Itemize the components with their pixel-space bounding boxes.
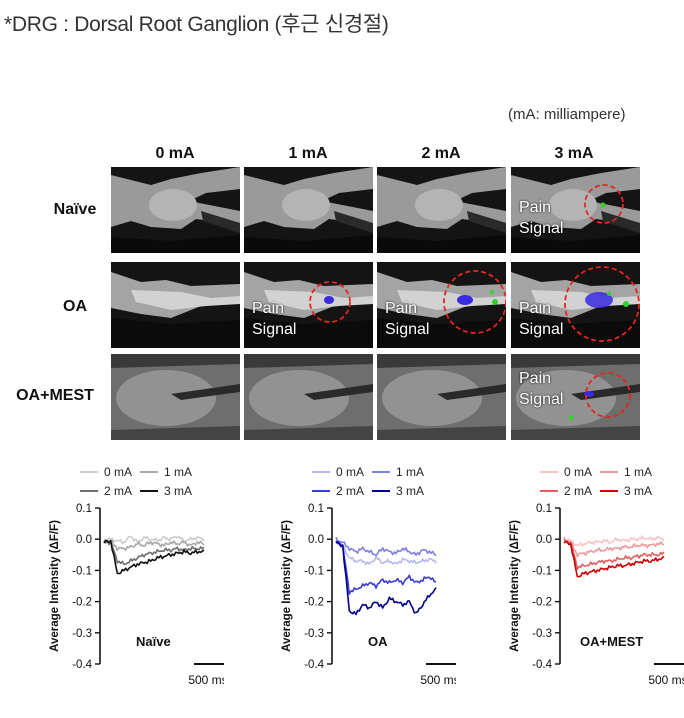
y-tick-label: -0.4 [532,659,552,671]
pain-signal-circle [564,266,640,342]
column-header-1ma: 1 mA [288,145,328,162]
drg-image-naive-0ma [111,167,240,253]
y-tick-label: -0.1 [532,565,552,577]
panel-label: Naïve [136,634,171,649]
pain-signal-circle [443,270,506,334]
column-header-3ma: 3 mA [554,145,594,162]
pain-label-line1: Pain [519,370,552,387]
legend-label-2: 2 mA [104,484,132,498]
y-tick-label: -0.3 [304,628,324,640]
y-tick-label: -0.4 [304,659,324,671]
y-tick-label: 0.0 [308,534,324,546]
pain-label-line2: Signal [252,321,297,338]
pain-signal-label: Pain Signal [519,368,563,410]
series-line-1 [335,536,437,557]
pain-label-line1: Pain [252,300,285,317]
legend-label-3: 3 mA [396,484,424,498]
drg-image-oa-mest-1ma [244,354,373,440]
scale-bar-label: 500 ms [648,673,684,687]
y-axis-label: Average Intensity (ΔF/F) [281,520,293,652]
legend-label-0: 0 mA [104,465,132,479]
unit-note: (mA: milliampere) [508,106,626,123]
drg-image-oa-0ma [111,262,240,348]
drg-image-oa-1ma: Pain Signal [244,262,373,348]
legend-label-1: 1 mA [624,465,652,479]
pain-label-line2: Signal [519,321,564,338]
y-tick-label: 0.0 [76,534,92,546]
pain-signal-label: Pain Signal [385,298,429,340]
row-header-oa-mest: OA+MEST [16,387,94,404]
pain-signal-circle [309,281,351,323]
legend-label-3: 3 mA [624,484,652,498]
y-tick-label: -0.2 [72,597,92,609]
line-chart-naive: 0 mA 1 mA 2 mA 3 mA 0.1 0.0 -0.1 -0.2 -0.3 -0.4 Av… [49,465,224,687]
series-line-1 [563,536,665,558]
series-line-2 [563,538,665,570]
column-header-0ma: 0 mA [155,145,195,162]
drg-image-oa-3ma: Pain Signal [511,262,640,348]
legend-label-3: 3 mA [164,484,192,498]
y-tick-label: 0.1 [536,503,552,515]
series-line-1 [103,539,205,552]
pain-label-line1: Pain [519,300,552,317]
drg-image-naive-3ma: Pain Signal [511,167,640,253]
series-line-3 [335,541,437,616]
y-tick-label: -0.2 [304,597,324,609]
scale-bar-label: 500 ms [188,673,224,687]
pain-signal-label: Pain Signal [519,197,563,239]
pain-signal-label: Pain Signal [519,298,563,340]
pain-label-line2: Signal [385,321,430,338]
line-chart-oa: 0 mA 1 mA 2 mA 3 mA 0.1 0.0 -0.1 -0.2 -0.3 -0.4 Av… [281,465,456,687]
row-header-naive: Naïve [53,201,97,218]
y-tick-label: -0.1 [304,565,324,577]
pain-label-line2: Signal [519,220,564,237]
drg-image-oa-mest-0ma [111,354,240,440]
series-line-3 [563,540,665,578]
legend-label-0: 0 mA [336,465,364,479]
y-tick-label: -0.2 [532,597,552,609]
y-axis-label: Average Intensity (ΔF/F) [509,520,521,652]
pain-signal-circle [584,184,624,224]
pain-signal-label: Pain Signal [252,298,296,340]
y-tick-label: -0.4 [72,659,92,671]
y-tick-label: 0.1 [308,503,324,515]
series-line-0 [563,535,665,547]
pain-signal-circle [585,372,631,418]
y-tick-label: 0.1 [76,503,92,515]
drg-image-oa-2ma: Pain Signal [377,262,506,348]
figure-title: *DRG : Dorsal Root Ganglion (후근 신경절) [4,13,389,36]
drg-image-naive-2ma [377,167,506,253]
series-line-0 [335,541,437,566]
pain-label-line1: Pain [519,199,552,216]
y-tick-label: -0.3 [532,628,552,640]
legend-label-0: 0 mA [564,465,592,479]
legend-label-2: 2 mA [564,484,592,498]
y-tick-label: 0.0 [536,534,552,546]
y-tick-label: -0.1 [72,565,92,577]
scale-bar-label: 500 ms [420,673,456,687]
panel-label: OA+MEST [580,634,643,649]
line-chart-oa-mest: 0 mA 1 mA 2 mA 3 mA 0.1 0.0 -0.1 -0.2 -0.3 -0.4 Av… [509,465,684,687]
drg-image-oa-mest-3ma: Pain Signal [511,354,640,440]
legend-label-1: 1 mA [164,465,192,479]
column-header-2ma: 2 mA [421,145,461,162]
pain-label-line2: Signal [519,391,564,408]
row-header-oa: OA [63,298,87,315]
pain-label-line1: Pain [385,300,418,317]
drg-image-naive-1ma [244,167,373,253]
y-axis-label: Average Intensity (ΔF/F) [49,520,61,652]
legend-label-2: 2 mA [336,484,364,498]
drg-image-oa-mest-2ma [377,354,506,440]
legend-label-1: 1 mA [396,465,424,479]
panel-label: OA [368,634,388,649]
series-line-2 [335,540,437,595]
y-tick-label: -0.3 [72,628,92,640]
series-line-0 [103,535,205,545]
series-line-3 [103,539,205,575]
